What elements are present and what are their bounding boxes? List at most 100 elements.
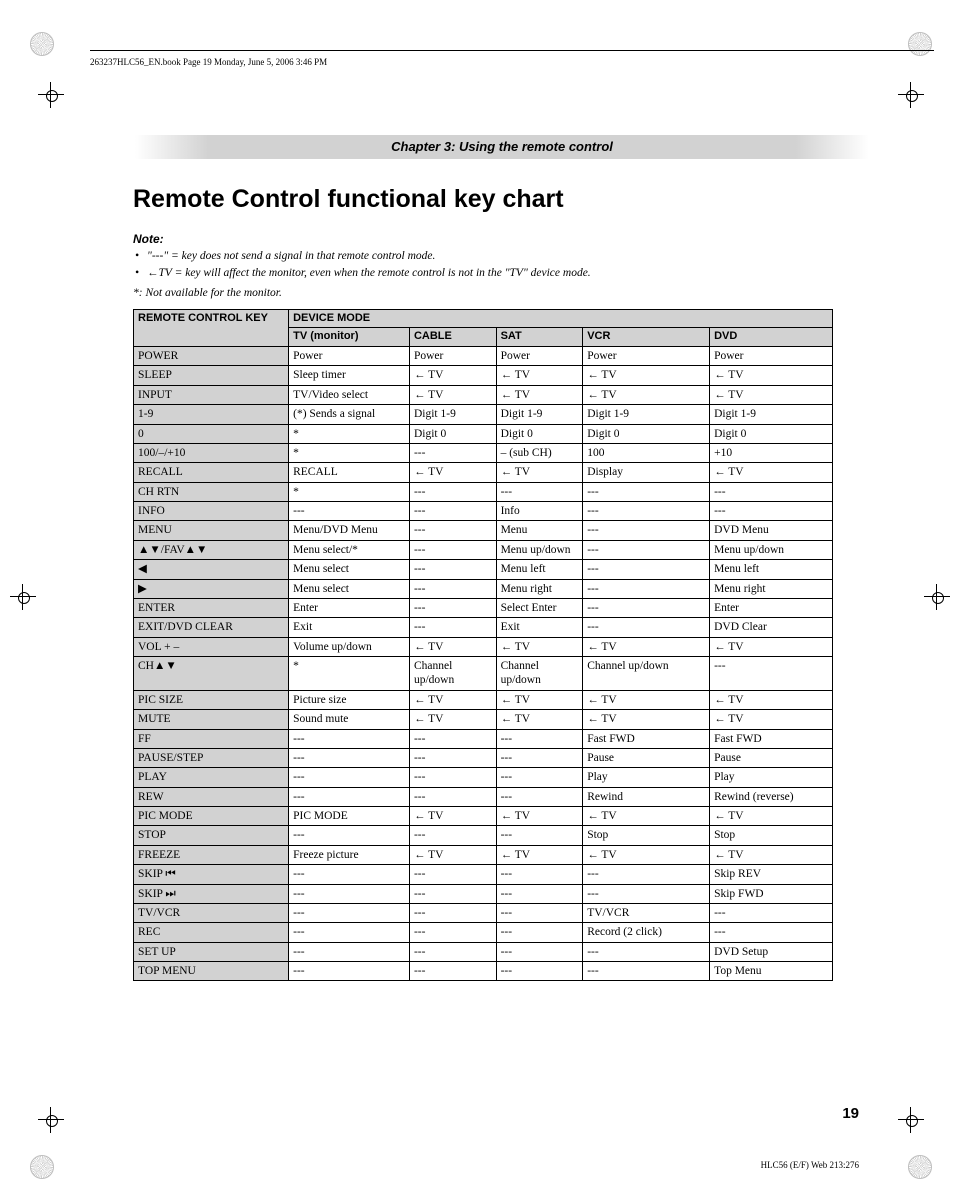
chapter-banner: Chapter 3: Using the remote control: [135, 135, 869, 159]
value-cell: Info: [496, 502, 583, 521]
value-cell: ← TV: [583, 385, 710, 404]
key-cell: PAUSE/STEP: [134, 748, 289, 767]
value-cell: Picture size: [289, 690, 410, 709]
value-cell: ---: [409, 618, 496, 637]
table-row: ◀Menu select---Menu left---Menu left: [134, 560, 833, 579]
value-cell: ← TV: [710, 366, 833, 385]
value-cell: ---: [409, 826, 496, 845]
registration-mark: [10, 584, 36, 610]
value-cell: TV/Video select: [289, 385, 410, 404]
value-cell: ---: [496, 748, 583, 767]
key-cell: PIC MODE: [134, 807, 289, 826]
value-cell: ---: [289, 942, 410, 961]
value-cell: ---: [496, 826, 583, 845]
table-row: PLAY---------PlayPlay: [134, 768, 833, 787]
value-cell: ← TV: [409, 366, 496, 385]
table-row: FF---------Fast FWDFast FWD: [134, 729, 833, 748]
value-cell: ---: [583, 502, 710, 521]
header-line: 263237HLC56_EN.book Page 19 Monday, June…: [90, 50, 934, 67]
value-cell: ← TV: [583, 807, 710, 826]
key-cell: SLEEP: [134, 366, 289, 385]
key-cell: RECALL: [134, 463, 289, 482]
value-cell: Power: [289, 347, 410, 366]
table-row: FREEZEFreeze picture← TV← TV← TV← TV: [134, 845, 833, 864]
value-cell: ---: [710, 923, 833, 942]
table-row: VOL + –Volume up/down← TV← TV← TV← TV: [134, 637, 833, 656]
value-cell: Power: [710, 347, 833, 366]
value-cell: DVD Menu: [710, 521, 833, 540]
value-cell: ---: [496, 884, 583, 903]
value-cell: ← TV: [496, 845, 583, 864]
value-cell: Exit: [289, 618, 410, 637]
value-cell: Power: [583, 347, 710, 366]
value-cell: Skip REV: [710, 865, 833, 884]
key-cell: SKIP ⏭: [134, 884, 289, 903]
value-cell: Menu right: [496, 579, 583, 598]
value-cell: ---: [710, 502, 833, 521]
value-cell: Play: [710, 768, 833, 787]
key-cell: EXIT/DVD CLEAR: [134, 618, 289, 637]
table-row: SKIP ⏮------------Skip REV: [134, 865, 833, 884]
table-row: 0*Digit 0Digit 0Digit 0Digit 0: [134, 424, 833, 443]
registration-mark: [38, 82, 64, 108]
value-cell: Fast FWD: [583, 729, 710, 748]
value-cell: Sleep timer: [289, 366, 410, 385]
value-cell: ← TV: [583, 845, 710, 864]
value-cell: (*) Sends a signal: [289, 405, 410, 424]
table-row: INPUTTV/Video select← TV← TV← TV← TV: [134, 385, 833, 404]
value-cell: *: [289, 482, 410, 501]
value-cell: ---: [409, 962, 496, 981]
value-cell: ---: [409, 521, 496, 540]
value-cell: ---: [409, 768, 496, 787]
value-cell: ---: [710, 657, 833, 691]
value-cell: ---: [289, 884, 410, 903]
page-number: 19: [842, 1105, 859, 1122]
key-cell: CH RTN: [134, 482, 289, 501]
key-cell: ▶: [134, 579, 289, 598]
value-cell: ---: [496, 865, 583, 884]
note-item: ←TV = key will affect the monitor, even …: [133, 265, 833, 282]
table-row: CH RTN*------------: [134, 482, 833, 501]
value-cell: ---: [409, 540, 496, 559]
value-cell: Exit: [496, 618, 583, 637]
value-cell: Pause: [583, 748, 710, 767]
value-cell: ---: [409, 923, 496, 942]
value-cell: Menu left: [496, 560, 583, 579]
value-cell: ← TV: [583, 366, 710, 385]
key-cell: 0: [134, 424, 289, 443]
value-cell: ---: [496, 729, 583, 748]
value-cell: ---: [409, 482, 496, 501]
value-cell: ---: [409, 748, 496, 767]
value-cell: ---: [496, 923, 583, 942]
value-cell: ← TV: [409, 807, 496, 826]
value-cell: DVD Clear: [710, 618, 833, 637]
table-row: SET UP------------DVD Setup: [134, 942, 833, 961]
th-mode: CABLE: [409, 328, 496, 347]
page-title: Remote Control functional key chart: [133, 185, 833, 214]
value-cell: ---: [496, 903, 583, 922]
value-cell: ---: [289, 865, 410, 884]
registration-mark: [898, 1107, 924, 1133]
table-row: INFO------Info------: [134, 502, 833, 521]
value-cell: ← TV: [409, 845, 496, 864]
value-cell: ← TV: [496, 710, 583, 729]
key-cell: ▲▼/FAV▲▼: [134, 540, 289, 559]
value-cell: Display: [583, 463, 710, 482]
value-cell: ---: [289, 768, 410, 787]
value-cell: ---: [409, 903, 496, 922]
value-cell: ← TV: [710, 845, 833, 864]
table-head: REMOTE CONTROL KEY DEVICE MODE TV (monit…: [134, 309, 833, 347]
crop-mark-bl: [30, 1155, 54, 1179]
table-row: REW---------RewindRewind (reverse): [134, 787, 833, 806]
value-cell: ← TV: [409, 463, 496, 482]
table-row: CH▲▼*Channel up/downChannel up/downChann…: [134, 657, 833, 691]
value-cell: ---: [710, 482, 833, 501]
value-cell: ---: [409, 579, 496, 598]
value-cell: RECALL: [289, 463, 410, 482]
page-content: Remote Control functional key chart Note…: [133, 185, 833, 981]
note-list: "---" = key does not send a signal in th…: [133, 248, 833, 283]
table-row: ▶Menu select---Menu right---Menu right: [134, 579, 833, 598]
value-cell: ---: [496, 768, 583, 787]
note-item: "---" = key does not send a signal in th…: [133, 248, 833, 265]
value-cell: PIC MODE: [289, 807, 410, 826]
